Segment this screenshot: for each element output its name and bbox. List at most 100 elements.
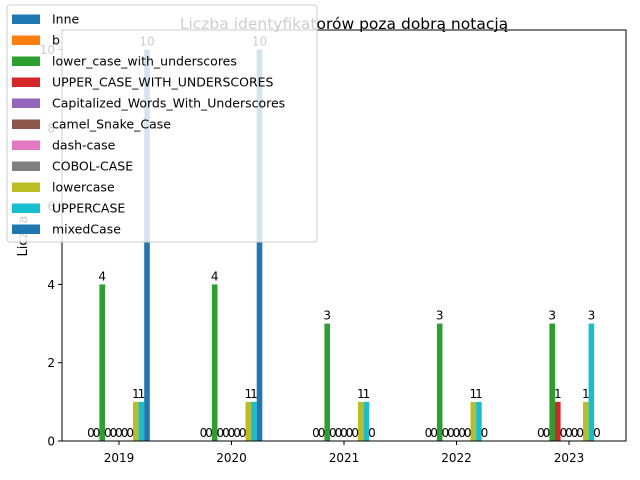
legend-swatch [12,56,40,66]
bar-value-label: 0 [351,426,359,440]
bar-value-label: 0 [481,426,489,440]
bar-value-label: 0 [464,426,472,440]
bar-2-0 [99,284,105,441]
y-tick-label: 4 [47,278,55,292]
legend-label: Capitalized_Words_With_Underscores [52,96,285,111]
bar-value-label: 0 [447,426,455,440]
bar-9-3 [476,401,482,441]
legend-swatch [12,203,40,213]
bar-value-label: 1 [582,387,590,401]
bars-group [99,49,595,441]
legend-box [6,4,318,243]
bar-value-label: 1 [554,387,562,401]
bar-value-label: 1 [475,387,483,401]
legend-label: lower_case_with_underscores [52,54,237,69]
bar-value-label: 0 [560,426,568,440]
bar-value-label: 0 [104,426,112,440]
bar-value-label: 4 [98,269,106,283]
x-tick-label: 2021 [329,451,360,465]
bar-value-label: 1 [469,387,477,401]
bar-value-label: 0 [329,426,337,440]
bar-value-label: 0 [110,426,118,440]
x-tick-label: 2019 [104,451,135,465]
bar-9-0 [138,401,145,441]
bar-value-label: 0 [216,426,224,440]
bar-value-label: 0 [571,426,579,440]
y-tick-label: 0 [47,435,55,449]
bar-value-label: 0 [543,426,551,440]
bar-value-label: 0 [233,426,241,440]
legend-swatch [12,35,40,45]
bar-value-label: 1 [363,387,371,401]
legend-label: dash-case [52,138,116,153]
legend: Inne b lower_case_with_underscores UPPER_CA… [6,4,318,243]
bar-2-2 [324,323,330,441]
bar-9-4 [588,323,595,441]
legend-label: COBOL-CASE [52,159,133,174]
bar-value-label: 1 [250,387,258,401]
bar-value-label: 1 [357,387,365,401]
legend-swatch [12,182,40,192]
bar-value-label: 4 [211,269,219,283]
bar-value-label: 0 [200,426,208,440]
bar-value-label: 3 [436,309,444,323]
bar-value-label: 0 [430,426,438,440]
bar-value-label: 0 [340,426,348,440]
bar-value-label: 0 [239,426,247,440]
bar-value-label: 3 [323,309,331,323]
bar-8-1 [245,401,252,441]
bar-value-label: 0 [335,426,343,440]
x-tick-label: 2022 [441,451,472,465]
bar-9-1 [251,401,257,441]
bar-2-1 [211,284,218,441]
legend-label: lowercase [52,180,115,195]
legend-swatch [12,14,40,24]
bar-2-4 [549,323,555,441]
bar-value-label: 0 [318,426,326,440]
bar-value-label: 0 [312,426,320,440]
bar-10-0 [144,49,150,441]
bar-value-label: 0 [425,426,433,440]
x-tick-label: 2020 [216,451,247,465]
legend-label: camel_Snake_Case [52,117,171,132]
bar-value-label: 0 [368,426,376,440]
legend-swatch [12,140,40,150]
legend-label: b [52,33,60,48]
bar-value-label: 0 [115,426,123,440]
bar-value-label: 1 [138,387,146,401]
bar-value-label: 3 [548,309,556,323]
bar-value-label: 0 [228,426,236,440]
bar-value-label: 0 [222,426,230,440]
bar-value-label: 0 [346,426,354,440]
bar-value-label: 0 [87,426,95,440]
y-tick-label: 2 [47,356,55,370]
legend-swatch [12,98,40,108]
bar-10-1 [256,49,263,441]
bar-9-2 [363,401,370,441]
bar-8-2 [358,401,364,441]
legend-label: mixedCase [52,222,121,237]
bar-value-label: 0 [441,426,449,440]
bar-value-label: 1 [132,387,140,401]
bar-3-4 [555,401,561,441]
bar-8-0 [133,401,139,441]
legend-label: Inne [52,12,80,27]
bar-value-label: 1 [244,387,252,401]
x-tick-label: 2023 [554,451,585,465]
bar-value-label: 0 [593,426,601,440]
bar-8-4 [583,401,589,441]
bar-value-label: 0 [121,426,129,440]
x-ticks: 2019 2020 2021 2022 2023 [104,441,585,465]
bar-2-3 [436,323,443,441]
bar-value-label: 0 [576,426,584,440]
legend-label: UPPERCASE [52,201,125,216]
bar-value-label: 0 [93,426,101,440]
bar-value-label: 0 [565,426,573,440]
bar-value-label: 0 [453,426,461,440]
legend-swatch [12,224,40,234]
bar-8-3 [470,401,477,441]
legend-label: UPPER_CASE_WITH_UNDERSCORES [52,75,274,90]
legend-swatch [12,77,40,87]
bar-value-label: 0 [205,426,213,440]
